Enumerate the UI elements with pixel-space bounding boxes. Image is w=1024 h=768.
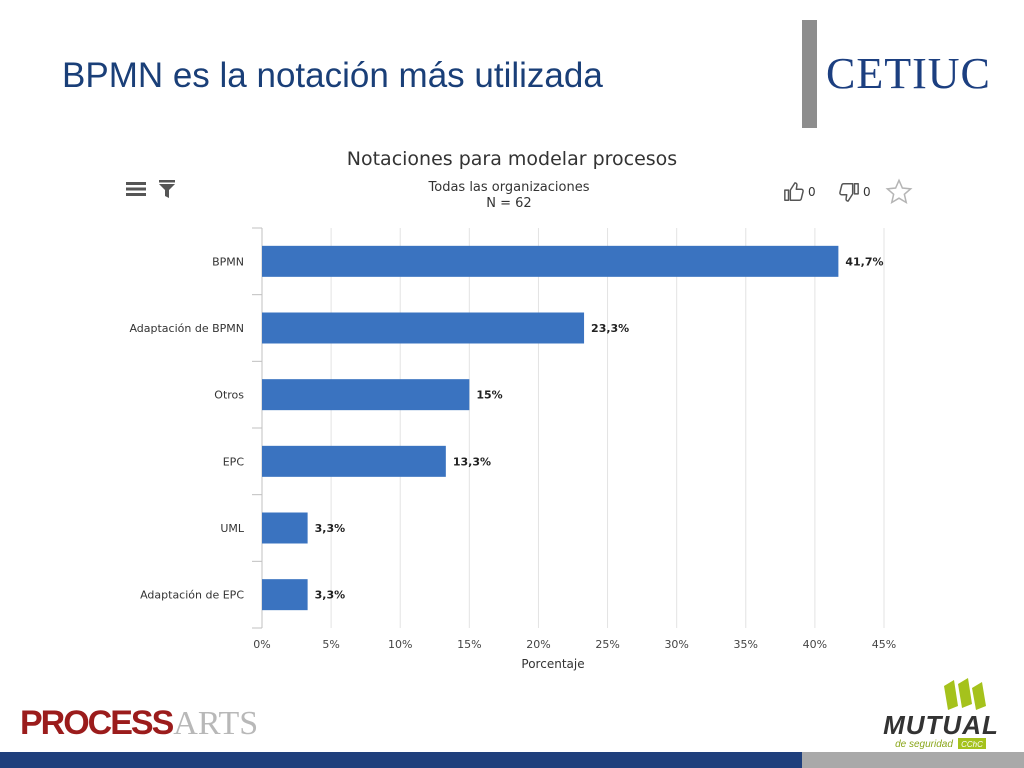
x-tick-label: 25%	[595, 638, 619, 651]
bar	[262, 512, 308, 544]
x-tick-label: 40%	[803, 638, 827, 651]
chart-subtitle-line: N = 62	[486, 196, 532, 211]
chart-subtitle: Todas las organizaciones N = 62	[0, 180, 1018, 212]
bar	[262, 245, 839, 277]
x-tick-label: 45%	[872, 638, 896, 651]
like-button[interactable]: 0	[783, 181, 816, 203]
chart-subtitle-line: Todas las organizaciones	[428, 180, 590, 195]
processarts-logo: PROCESS ARTS	[20, 704, 258, 743]
mutual-logo-name: MUTUAL	[883, 710, 999, 740]
category-label: BPMN	[212, 255, 244, 268]
data-label: 13,3%	[453, 455, 491, 468]
category-label: UML	[220, 522, 245, 535]
bar	[262, 312, 585, 344]
x-tick-label: 20%	[526, 638, 550, 651]
menu-icon[interactable]	[126, 181, 146, 197]
dislike-button[interactable]: 0	[838, 181, 871, 203]
processarts-logo-part1: PROCESS	[20, 704, 174, 742]
x-tick-label: 5%	[322, 638, 339, 651]
footer-bar-blue	[0, 752, 802, 768]
x-tick-label: 30%	[664, 638, 688, 651]
bar	[262, 579, 308, 611]
category-label: Adaptación de EPC	[140, 589, 244, 602]
footer-bar-grey	[802, 752, 1024, 768]
data-label: 15%	[476, 389, 502, 402]
mutual-logo-tagline: de seguridad	[895, 739, 953, 750]
data-label: 3,3%	[315, 589, 346, 602]
category-label: EPC	[223, 455, 245, 468]
thumbs-down-icon	[839, 183, 859, 202]
chart-title: Notaciones para modelar procesos	[346, 148, 678, 170]
category-label: Otros	[214, 389, 244, 402]
mutual-logo: MUTUAL de seguridad CChC	[883, 678, 999, 750]
cetiuc-logo-bar	[802, 20, 817, 128]
data-label: 41,7%	[845, 255, 883, 268]
processarts-logo-part2: ARTS	[173, 705, 259, 742]
x-axis-title: Porcentaje	[521, 657, 584, 671]
slide-title: BPMN es la notación más utilizada	[62, 56, 603, 95]
mutual-logo-badge: CChC	[961, 740, 983, 749]
x-tick-label: 0%	[253, 638, 270, 651]
cetiuc-logo: CETIUC	[826, 49, 991, 98]
x-tick-label: 35%	[734, 638, 758, 651]
star-icon[interactable]	[885, 178, 913, 206]
like-count: 0	[808, 185, 816, 199]
thumbs-up-icon	[784, 182, 804, 201]
dislike-count: 0	[863, 185, 871, 199]
data-label: 23,3%	[591, 322, 629, 335]
category-label: Adaptación de BPMN	[129, 322, 244, 335]
filter-icon[interactable]	[158, 179, 176, 199]
bar	[262, 379, 470, 411]
bar	[262, 445, 446, 477]
data-label: 3,3%	[315, 522, 346, 535]
x-tick-label: 10%	[388, 638, 412, 651]
x-tick-label: 15%	[457, 638, 481, 651]
